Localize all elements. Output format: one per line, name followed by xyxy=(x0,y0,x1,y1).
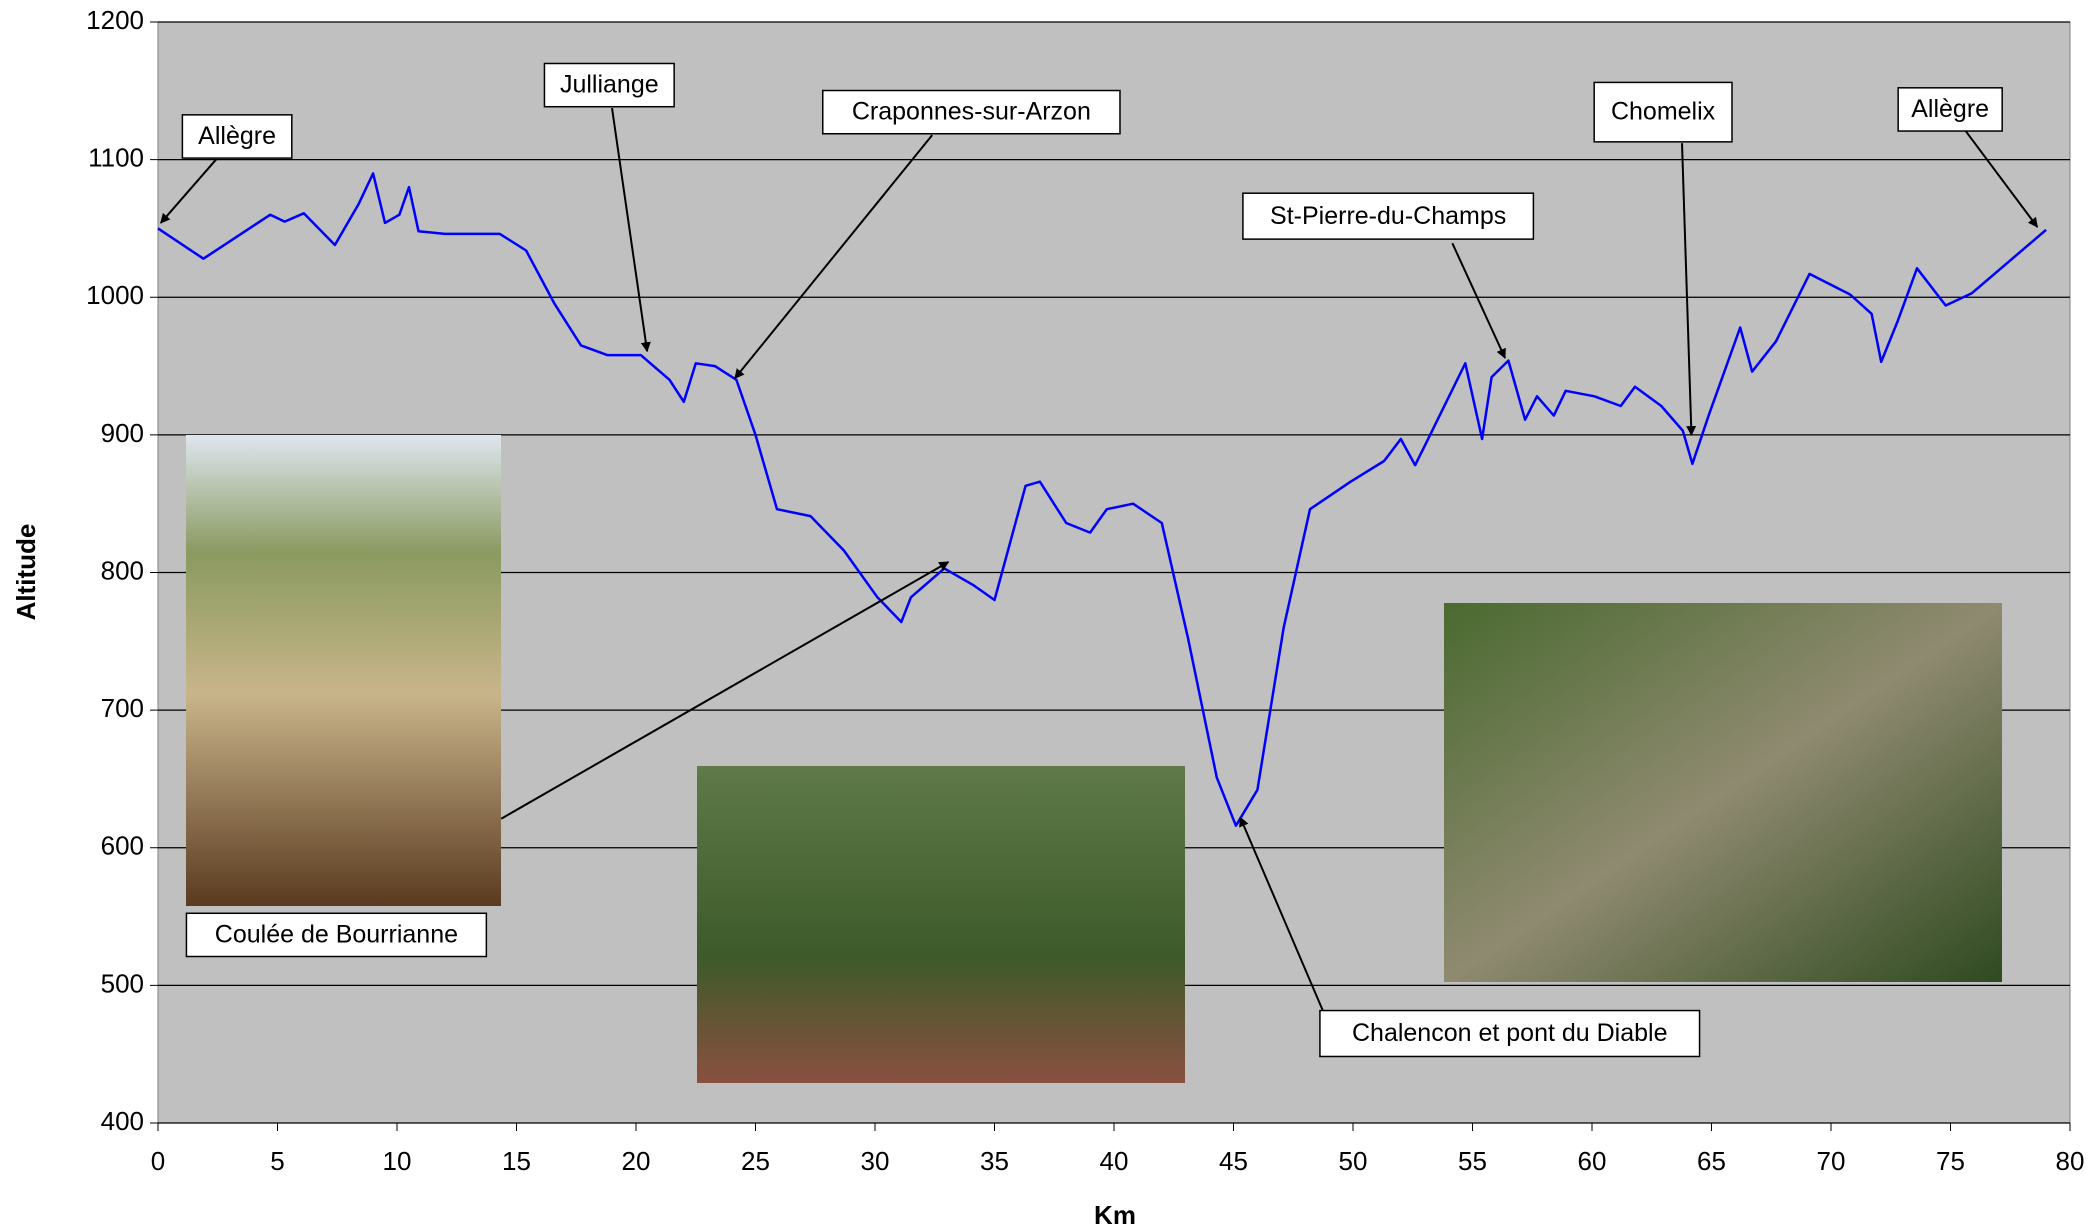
annotation-label: Chalencon et pont du Diable xyxy=(1352,1019,1668,1047)
annotation-label: Allègre xyxy=(198,122,276,150)
y-tick-label: 600 xyxy=(101,831,144,861)
annotation-box xyxy=(181,114,293,159)
annotation-box xyxy=(543,62,675,108)
x-tick-label: 30 xyxy=(861,1146,890,1176)
y-tick-label: 800 xyxy=(101,555,144,585)
x-tick-label: 50 xyxy=(1339,1146,1368,1176)
line xyxy=(157,172,2047,827)
annotation-box xyxy=(822,89,1121,135)
annotation-box xyxy=(1242,192,1535,240)
y-tick-label: 1000 xyxy=(86,280,144,310)
x-axis-label: Km xyxy=(1094,1200,1136,1227)
y-axis-label: Altitude xyxy=(11,524,41,621)
x-tick-label: 25 xyxy=(741,1146,770,1176)
annotation-label: Craponnes-sur-Arzon xyxy=(852,98,1091,126)
photo xyxy=(1444,603,2002,982)
x-tick-label: 55 xyxy=(1458,1146,1487,1176)
annotation-arrow xyxy=(734,134,933,380)
plot: Allègre Julliange Craponnes-sur-Arzon St-Pi… xyxy=(157,62,2047,1058)
y-tick-label: 500 xyxy=(101,968,144,998)
annotation-arrow xyxy=(1964,130,2039,228)
x-tick-label: 65 xyxy=(1697,1146,1726,1176)
photo xyxy=(186,435,501,906)
x-tick-label: 20 xyxy=(622,1146,651,1176)
annotation-arrow xyxy=(160,158,217,224)
annotation-label: St-Pierre-du-Champs xyxy=(1270,202,1506,230)
x-tick-label: 0 xyxy=(151,1146,165,1176)
x-tick-label: 35 xyxy=(980,1146,1009,1176)
annotation-arrow xyxy=(500,561,950,820)
annotation-label: Allègre xyxy=(1911,95,1989,123)
x-tick-label: 5 xyxy=(270,1146,284,1176)
annotation-label: Julliange xyxy=(560,71,659,99)
x-tick-label: 15 xyxy=(502,1146,531,1176)
x-tick-label: 75 xyxy=(1936,1146,1965,1176)
y-tick-label: 700 xyxy=(101,693,144,723)
x-tick-label: 40 xyxy=(1100,1146,1129,1176)
annotation-arrow xyxy=(1680,143,1697,437)
annotation-label: Chomelix xyxy=(1611,98,1716,126)
x-tick-label: 10 xyxy=(383,1146,412,1176)
x-tick-label: 60 xyxy=(1578,1146,1607,1176)
x-tick-label: 80 xyxy=(2056,1146,2085,1176)
annotation-arrow xyxy=(1239,816,1325,1014)
annotation-box xyxy=(185,912,488,958)
annotation-box xyxy=(1319,1009,1701,1058)
y-tick-label: 400 xyxy=(101,1106,144,1136)
y-tick-label: 1200 xyxy=(86,5,144,35)
photo xyxy=(697,766,1185,1083)
x-tick-label: 70 xyxy=(1817,1146,1846,1176)
annotation-arrow xyxy=(1451,242,1506,359)
y-tick-label: 900 xyxy=(101,418,144,448)
annotation-arrow xyxy=(611,107,651,353)
annotation-box xyxy=(1897,87,2003,132)
annotation-label: Coulée de Bourrianne xyxy=(215,921,458,949)
y-tick-label: 1100 xyxy=(88,143,144,173)
x-tick-label: 45 xyxy=(1219,1146,1248,1176)
annotation-box xyxy=(1593,81,1733,143)
